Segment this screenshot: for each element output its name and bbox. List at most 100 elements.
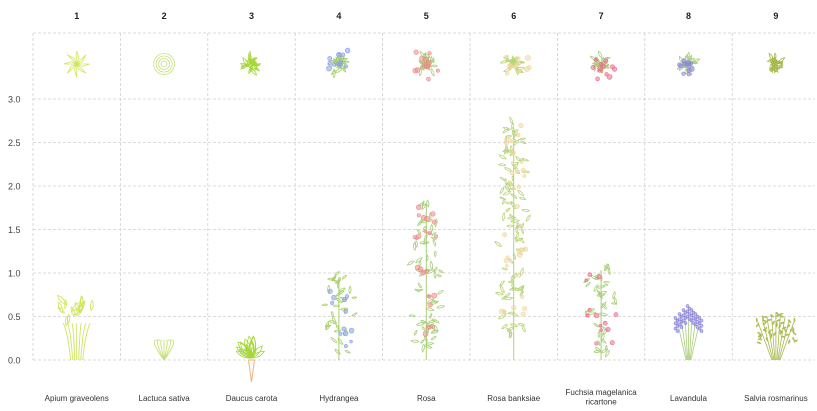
leaf-mark: [335, 349, 340, 354]
flower-mark: [606, 327, 611, 332]
flower-mark: [345, 294, 349, 298]
flower-mark: [678, 313, 681, 316]
plant-elevation-2: [154, 340, 173, 360]
leaf-mark: [507, 225, 514, 227]
leaf-mark: [58, 302, 62, 313]
leaf-mark: [437, 306, 445, 308]
plant-name-label: Rosa banksiae: [487, 394, 540, 403]
flower-mark: [687, 68, 691, 72]
leaf-mark: [504, 168, 511, 172]
leaf-mark: [438, 270, 443, 273]
leaf-mark: [764, 316, 768, 317]
flower-mark: [508, 181, 512, 185]
leaf-mark: [522, 325, 525, 332]
leaf-mark: [437, 290, 443, 294]
plan-view-7: [590, 51, 617, 81]
flower-mark: [604, 59, 608, 63]
leaf-mark: [417, 230, 421, 234]
flower-mark: [344, 309, 348, 313]
flower-mark: [434, 235, 437, 238]
plant-elevation-1: [57, 295, 93, 360]
plan-view-6: [500, 55, 531, 75]
flower-mark: [344, 344, 347, 347]
flower-mark: [343, 331, 348, 336]
leaf-mark: [431, 224, 433, 231]
leaf-mark: [770, 335, 771, 339]
flower-mark: [690, 314, 693, 317]
leaf-mark: [434, 267, 437, 271]
flower-mark: [428, 231, 431, 234]
leaf-mark: [331, 311, 333, 317]
leaf-mark: [500, 177, 505, 180]
flower-mark: [694, 318, 697, 321]
flower-mark: [512, 305, 517, 310]
flower-mark: [520, 161, 523, 164]
plant-elevation-3: [236, 336, 264, 382]
leaf-mark: [789, 340, 790, 344]
leaf-mark: [437, 275, 442, 277]
y-tick-label: 3.0: [8, 95, 21, 105]
leaf-mark: [421, 320, 426, 322]
flower-mark: [674, 322, 677, 325]
flower-mark: [682, 309, 685, 312]
flower-mark: [328, 56, 332, 60]
leaf-mark: [407, 261, 414, 265]
column-number: 4: [336, 11, 341, 21]
flower-mark: [424, 230, 427, 233]
flower-mark: [684, 322, 687, 325]
leaf-mark: [526, 215, 530, 221]
plan-view-1: [64, 51, 90, 77]
leaf-mark: [430, 313, 432, 318]
flower-mark: [513, 65, 517, 69]
flower-mark: [600, 329, 603, 332]
leaf-mark: [67, 314, 70, 323]
leaf-mark: [345, 350, 350, 352]
flower-mark: [690, 319, 693, 322]
leaf-mark: [322, 304, 328, 306]
flower-mark: [342, 298, 346, 302]
flower-mark: [599, 62, 603, 66]
leaf-mark: [780, 331, 781, 335]
flower-mark: [519, 224, 522, 227]
flower-mark: [425, 270, 428, 273]
flower-mark: [597, 275, 601, 279]
leaf-mark: [420, 242, 427, 244]
leaf-mark: [431, 68, 434, 76]
flower-mark: [332, 295, 337, 300]
flower-mark: [676, 330, 679, 333]
flower-mark: [415, 237, 418, 240]
leaf-mark: [433, 239, 436, 245]
flower-mark: [523, 174, 526, 177]
flower-mark: [682, 319, 685, 322]
flower-mark: [599, 324, 602, 327]
flower-mark: [594, 313, 599, 318]
flower-mark: [700, 319, 703, 322]
flower-mark: [428, 52, 431, 55]
column-number: 8: [686, 11, 691, 21]
leaf-mark: [773, 321, 775, 325]
leaf-mark: [331, 338, 337, 343]
flower-mark: [686, 61, 691, 66]
leaf-mark: [506, 135, 512, 137]
leaf-mark: [586, 282, 590, 286]
flower-mark: [344, 65, 348, 69]
flower-mark: [349, 328, 354, 333]
flower-mark: [698, 327, 701, 330]
flower-mark: [610, 341, 614, 345]
flower-mark: [698, 317, 701, 320]
column-number: 6: [511, 11, 516, 21]
plant-elevation-4: [322, 272, 357, 360]
leaf-mark: [511, 123, 513, 129]
leaf-mark: [793, 337, 795, 341]
leaf-mark: [794, 318, 795, 322]
plant-name-label: Lavandula: [670, 394, 707, 403]
flower-mark: [427, 60, 432, 65]
flower-mark: [511, 140, 514, 143]
plant-elevation-7: [584, 264, 618, 360]
leaf-mark: [500, 197, 505, 199]
flower-mark: [596, 77, 600, 81]
flower-mark: [506, 138, 511, 143]
